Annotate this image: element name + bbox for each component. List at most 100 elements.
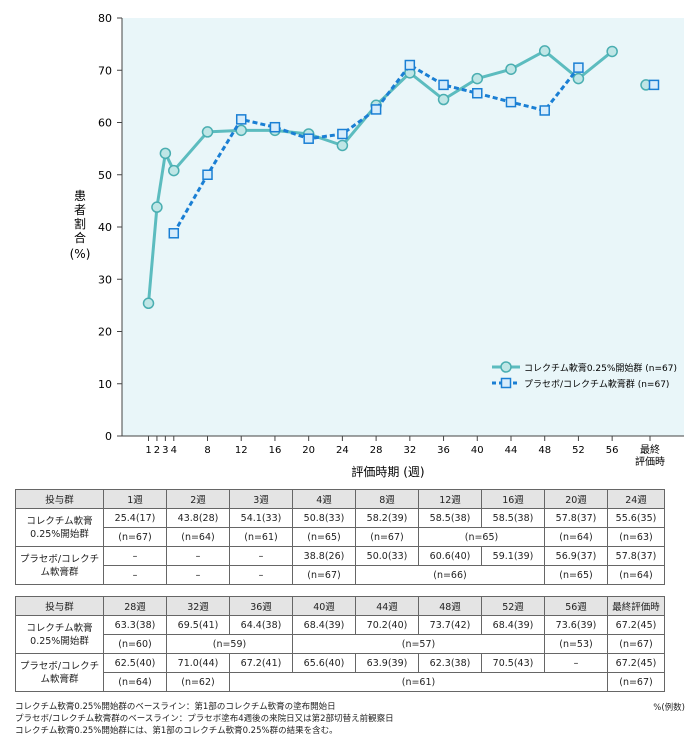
col-header-group: 投与群 — [15, 596, 104, 616]
data-point-series-1 — [151, 201, 163, 213]
value-cell: 38.8(26) — [292, 546, 356, 566]
y-tick-label: 10 — [98, 378, 112, 391]
n-cell: (n=67) — [355, 527, 419, 547]
footnote: プラセボ/コレクチム軟膏群のベースライン：プラセボ塗布4週後の来院日又は第2部切… — [15, 714, 394, 724]
x-tick-label: 24 — [336, 445, 349, 456]
x-tick-label: 44 — [505, 445, 518, 456]
x-tick-label: 36 — [437, 445, 450, 456]
x-tick-label: 8 — [204, 445, 210, 456]
y-axis-label-char: 合 — [74, 230, 86, 245]
value-cell: 62.3(38) — [418, 653, 482, 673]
data-table-weeks-28-final: 投与群 28週 32週 36週 40週 44週 48週 52週 56週 最終評価… — [15, 596, 665, 692]
value-cell: 62.5(40) — [103, 653, 167, 673]
col-header-week: 3週 — [229, 489, 293, 509]
data-table-weeks-1-24: 投与群 1週 2週 3週 4週 8週 12週 16週 20週 24週 コレクチム… — [15, 489, 665, 585]
data-point-series-1 — [201, 126, 214, 138]
value-cell: – — [166, 546, 230, 566]
n-cell: – — [229, 565, 293, 585]
value-cell: 58.2(39) — [355, 508, 419, 528]
y-tick-label: 70 — [98, 64, 112, 77]
n-cell: (n=64) — [166, 527, 230, 547]
col-header-group: 投与群 — [15, 489, 104, 509]
n-cell: (n=67) — [607, 672, 665, 692]
col-header-week: 16週 — [481, 489, 545, 509]
x-tick-label: 48 — [538, 445, 551, 456]
value-cell: 63.3(38) — [103, 615, 167, 635]
col-header-week: 20週 — [544, 489, 608, 509]
data-point-series-1 — [471, 72, 484, 85]
group-name-cell: プラセボ/コレクチム軟膏群 — [15, 546, 104, 585]
y-tick-label: 20 — [98, 326, 112, 339]
x-axis-label: 評価時期 (週) — [351, 464, 424, 479]
value-cell: – — [544, 653, 608, 673]
group-name-cell: コレクチム軟膏0.25%開始群 — [15, 508, 104, 547]
value-cell: 71.0(44) — [166, 653, 230, 673]
data-point-series-1 — [168, 164, 180, 177]
data-point-series-2 — [337, 128, 348, 140]
x-tick-label-final-line2: 評価時 — [635, 455, 665, 468]
value-cell: 54.1(33) — [229, 508, 293, 528]
data-point-series-1 — [437, 93, 450, 106]
value-cell: 73.6(39) — [544, 615, 608, 635]
n-cell: (n=62) — [166, 672, 230, 692]
value-cell: 50.0(33) — [355, 546, 419, 566]
data-point-series-2 — [235, 114, 247, 125]
value-cell: 70.5(43) — [481, 653, 545, 673]
col-header-week: 36週 — [229, 596, 293, 616]
n-cell: (n=67) — [607, 634, 665, 654]
col-header-week: 2週 — [166, 489, 230, 509]
value-cell: 58.5(38) — [418, 508, 482, 528]
group-name-cell: プラセボ/コレクチム軟膏群 — [15, 653, 104, 692]
n-cell: (n=57) — [292, 634, 545, 654]
data-point-series-2 — [573, 62, 584, 73]
y-tick-label: 60 — [98, 117, 112, 130]
n-cell: (n=66) — [355, 565, 545, 585]
value-cell: – — [229, 546, 293, 566]
col-header-week: 52週 — [481, 596, 545, 616]
y-tick-label: 30 — [98, 273, 112, 286]
value-cell: 67.2(45) — [607, 653, 665, 673]
n-cell: (n=64) — [607, 565, 665, 585]
value-cell: 50.8(33) — [292, 508, 356, 528]
data-point-series-1 — [538, 45, 551, 57]
value-cell: 65.6(40) — [292, 653, 356, 673]
value-cell: 56.9(37) — [544, 546, 608, 566]
col-header-week: 28週 — [103, 596, 167, 616]
x-tick-label: 32 — [403, 445, 416, 456]
x-tick-label: 20 — [302, 445, 315, 456]
x-tick-label: 56 — [606, 445, 619, 456]
n-cell: (n=65) — [418, 527, 545, 547]
x-tick-label: 1 — [145, 445, 151, 456]
legend-label-series-2: プラセボ/コレクチム軟膏群 (n=67) — [524, 378, 669, 390]
data-point-series-1 — [142, 297, 155, 310]
y-axis-label-char: 患 — [74, 189, 86, 203]
n-cell: (n=53) — [544, 634, 608, 654]
value-cell: 59.1(39) — [481, 546, 545, 566]
data-point-series-2 — [168, 228, 180, 239]
value-cell: 68.4(39) — [481, 615, 545, 635]
n-cell: (n=65) — [292, 527, 356, 547]
col-header-week: 4週 — [292, 489, 356, 509]
y-tick-label: 80 — [98, 12, 112, 25]
x-tick-label: 52 — [572, 445, 585, 456]
value-cell: 67.2(41) — [229, 653, 293, 673]
x-tick-label: 12 — [235, 445, 248, 456]
x-tick-label: 28 — [370, 445, 383, 456]
y-axis-label-char: 割 — [74, 216, 86, 231]
value-cell: 67.2(45) — [607, 615, 665, 635]
data-point-series-2 — [472, 87, 483, 99]
data-point-series-2 — [539, 105, 550, 116]
col-header-week: 56週 — [544, 596, 608, 616]
x-tick-label: 4 — [171, 445, 177, 456]
y-axis-label-2: (%) — [70, 247, 91, 261]
data-point-series-2 — [202, 169, 213, 180]
n-cell: (n=61) — [229, 527, 293, 547]
value-cell: 69.5(41) — [166, 615, 230, 635]
col-header-final: 最終評価時 — [607, 596, 665, 616]
value-cell: 64.4(38) — [229, 615, 293, 635]
col-header-week: 48週 — [418, 596, 482, 616]
col-header-week: 24週 — [607, 489, 665, 509]
value-cell: 58.5(38) — [481, 508, 545, 528]
x-tick-label: 3 — [162, 445, 168, 456]
legend-marker-series-2 — [500, 377, 512, 389]
